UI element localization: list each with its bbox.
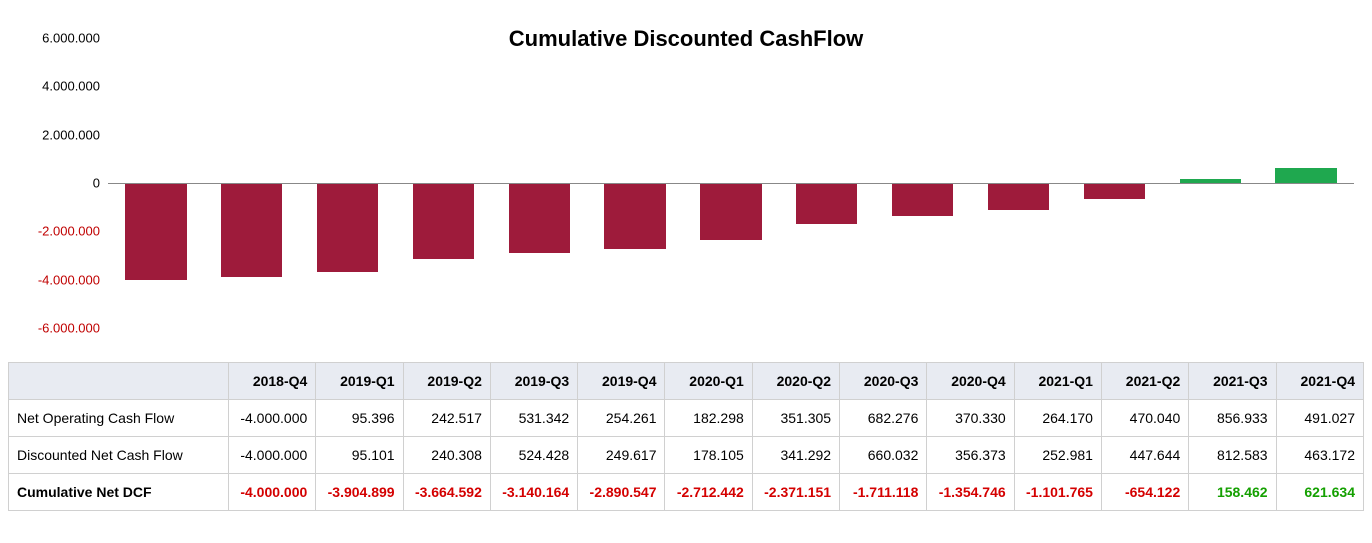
bar [125, 183, 186, 280]
table-cell: 178.105 [665, 437, 752, 474]
table-cell: 341.292 [752, 437, 839, 474]
bar [796, 183, 857, 224]
y-tick-label: 6.000.000 [8, 31, 100, 46]
table-cell: 682.276 [840, 400, 927, 437]
col-header: 2020-Q4 [927, 363, 1014, 400]
table-row: Discounted Net Cash Flow-4.000.00095.101… [9, 437, 1364, 474]
table-cell: 356.373 [927, 437, 1014, 474]
table-cell: 660.032 [840, 437, 927, 474]
dcf-table: 2018-Q42019-Q12019-Q22019-Q32019-Q42020-… [8, 362, 1364, 511]
table-cell: 491.027 [1276, 400, 1363, 437]
table-cell: 249.617 [578, 437, 665, 474]
table-cell: -3.140.164 [490, 474, 577, 511]
table-cell: 158.462 [1189, 474, 1276, 511]
col-header: 2018-Q4 [229, 363, 316, 400]
col-header: 2021-Q3 [1189, 363, 1276, 400]
table-cell: -4.000.000 [229, 400, 316, 437]
table-cell: 470.040 [1101, 400, 1188, 437]
col-header: 2019-Q2 [403, 363, 490, 400]
table-cell: -2.712.442 [665, 474, 752, 511]
table-cell: -3.904.899 [316, 474, 403, 511]
col-header: 2021-Q2 [1101, 363, 1188, 400]
col-header: 2020-Q1 [665, 363, 752, 400]
table-cell: 447.644 [1101, 437, 1188, 474]
bar [1275, 168, 1336, 183]
y-tick-label: -4.000.000 [8, 272, 100, 287]
row-label: Net Operating Cash Flow [9, 400, 229, 437]
dcf-chart: Cumulative Discounted CashFlow 6.000.000… [8, 8, 1364, 348]
col-header: 2021-Q4 [1276, 363, 1363, 400]
bar [988, 183, 1049, 210]
table-cell: 254.261 [578, 400, 665, 437]
col-header: 2020-Q2 [752, 363, 839, 400]
table-cell: -654.122 [1101, 474, 1188, 511]
table-cell: 95.396 [316, 400, 403, 437]
bar [413, 183, 474, 259]
y-tick-label: 0 [8, 176, 100, 191]
y-tick-label: -6.000.000 [8, 321, 100, 336]
table-cell: 812.583 [1189, 437, 1276, 474]
bar [317, 183, 378, 272]
row-label: Cumulative Net DCF [9, 474, 229, 511]
table-header-row: 2018-Q42019-Q12019-Q22019-Q32019-Q42020-… [9, 363, 1364, 400]
table-cell: 240.308 [403, 437, 490, 474]
table-body: Net Operating Cash Flow-4.000.00095.3962… [9, 400, 1364, 511]
table-cell: 252.981 [1014, 437, 1101, 474]
col-header: 2019-Q4 [578, 363, 665, 400]
col-header: 2021-Q1 [1014, 363, 1101, 400]
table-cell: 182.298 [665, 400, 752, 437]
row-label: Discounted Net Cash Flow [9, 437, 229, 474]
plot-area [108, 38, 1354, 328]
col-header: 2019-Q3 [490, 363, 577, 400]
table-cell: 531.342 [490, 400, 577, 437]
table-cell: 463.172 [1276, 437, 1363, 474]
y-axis: 6.000.000 4.000.000 2.000.000 0 -2.000.000 -4… [8, 8, 108, 348]
table-cell: 524.428 [490, 437, 577, 474]
col-header: 2020-Q3 [840, 363, 927, 400]
table-cell: 856.933 [1189, 400, 1276, 437]
table-cell: -1.354.746 [927, 474, 1014, 511]
table-row: Net Operating Cash Flow-4.000.00095.3962… [9, 400, 1364, 437]
y-tick-label: 2.000.000 [8, 127, 100, 142]
table-head: 2018-Q42019-Q12019-Q22019-Q32019-Q42020-… [9, 363, 1364, 400]
table-row: Cumulative Net DCF-4.000.000-3.904.899-3… [9, 474, 1364, 511]
bar [892, 183, 953, 216]
y-tick-label: -2.000.000 [8, 224, 100, 239]
bar [700, 183, 761, 240]
table-cell: -1.711.118 [840, 474, 927, 511]
col-header: 2019-Q1 [316, 363, 403, 400]
table-cell: 351.305 [752, 400, 839, 437]
bar [509, 183, 570, 253]
table-cell: -4.000.000 [229, 437, 316, 474]
table-cell: 370.330 [927, 400, 1014, 437]
bar [1084, 183, 1145, 199]
bar [221, 183, 282, 277]
table-cell: 242.517 [403, 400, 490, 437]
table-cell: -3.664.592 [403, 474, 490, 511]
table-cell: -2.371.151 [752, 474, 839, 511]
table-cell: -1.101.765 [1014, 474, 1101, 511]
table-cell: 95.101 [316, 437, 403, 474]
table-cell: -2.890.547 [578, 474, 665, 511]
table-cell: -4.000.000 [229, 474, 316, 511]
bar [604, 183, 665, 249]
y-tick-label: 4.000.000 [8, 79, 100, 94]
table-cell: 264.170 [1014, 400, 1101, 437]
zero-line [108, 183, 1354, 184]
table-corner-cell [9, 363, 229, 400]
table-cell: 621.634 [1276, 474, 1363, 511]
